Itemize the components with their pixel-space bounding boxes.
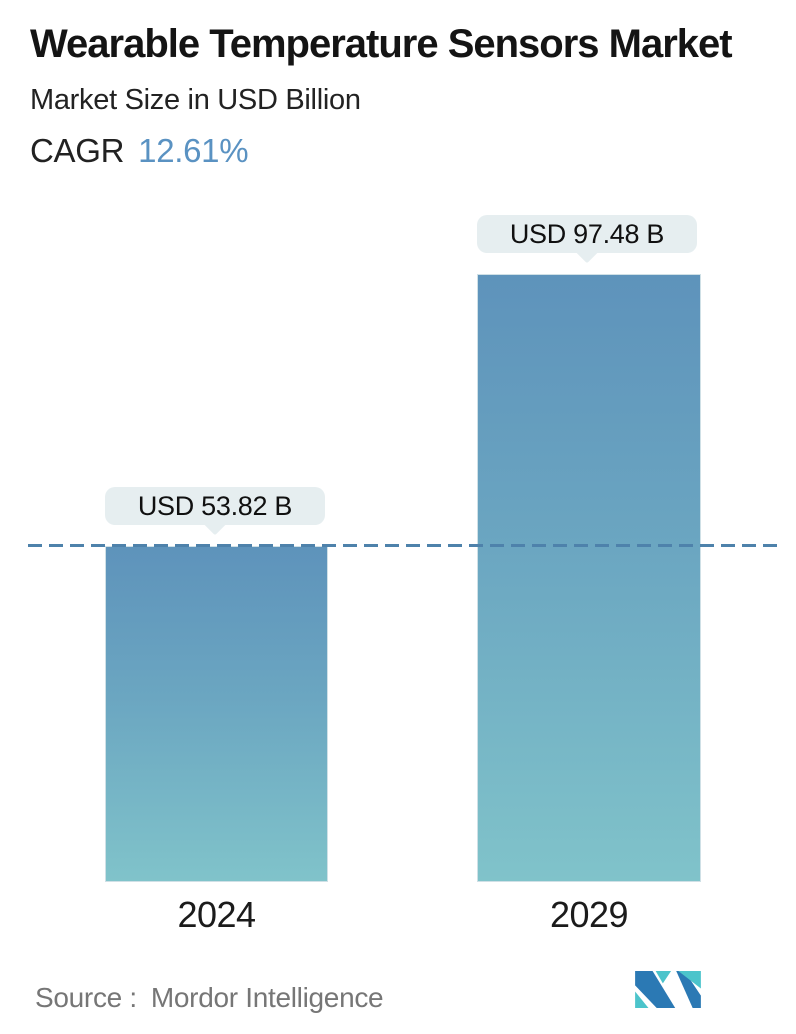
cagr-value: 12.61% bbox=[138, 132, 249, 169]
value-tooltip-2024: USD 53.82 B bbox=[105, 487, 325, 536]
x-axis-label-2029: 2029 bbox=[549, 894, 629, 935]
source-label: Source : bbox=[35, 982, 137, 1013]
value-tooltip-2029: USD 97.48 B bbox=[477, 215, 697, 264]
x-axis-label-2024: 2024 bbox=[177, 894, 256, 935]
bar-2024 bbox=[105, 546, 328, 882]
value-label-2029: USD 97.48 B bbox=[509, 218, 665, 249]
logo-right-stroke bbox=[676, 971, 701, 1008]
value-label-2024: USD 53.82 B bbox=[137, 490, 293, 521]
logo-middle-triangle bbox=[655, 971, 672, 984]
baseline-dashed-line bbox=[28, 544, 781, 547]
cagr-row: CAGR 12.61% bbox=[30, 132, 249, 170]
page-subtitle: Market Size in USD Billion bbox=[30, 84, 361, 116]
source-value: Mordor Intelligence bbox=[150, 982, 384, 1013]
logo-left-stroke bbox=[635, 971, 676, 1008]
page-title: Wearable Temperature Sensors Market bbox=[30, 22, 733, 66]
source-row: Source : Mordor Intelligence bbox=[35, 982, 384, 1014]
cagr-label: CAGR bbox=[30, 132, 125, 169]
logo-bottomleft-triangle bbox=[635, 991, 649, 1008]
logo-topright-triangle bbox=[678, 971, 701, 989]
bar-2029 bbox=[477, 274, 701, 882]
mordor-intelligence-logo bbox=[635, 971, 701, 1008]
